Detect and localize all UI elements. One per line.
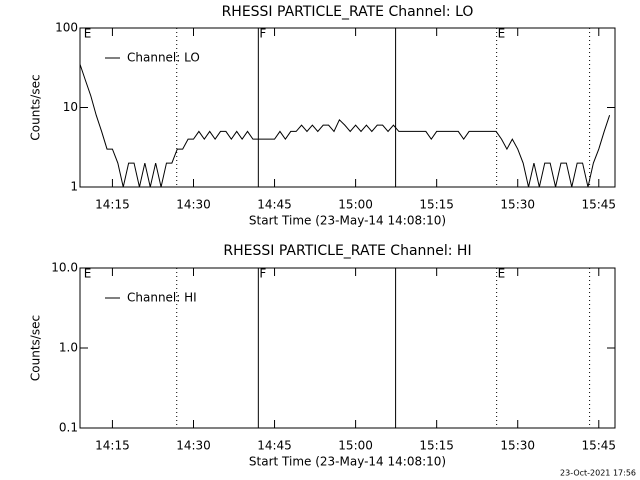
x-tick-label: 14:30 [176,198,211,212]
footer: 23-Oct-2021 17:56 [560,469,636,478]
y-tick-label: 1 [70,180,78,194]
x-tick-label: 15:30 [500,439,535,453]
y-tick-label: 1.0 [59,341,78,355]
x-tick-label: 15:15 [419,439,454,453]
marker-label: E [498,27,506,41]
y-axis-label: Counts/sec [29,315,43,381]
y-tick-label: 0.1 [59,421,78,435]
x-tick-label: 15:45 [581,439,616,453]
x-tick-label: 14:15 [95,439,130,453]
y-axis-label: Counts/sec [29,74,43,140]
chart-title: RHESSI PARTICLE_RATE Channel: LO [222,4,474,20]
x-tick-label: 15:45 [581,198,616,212]
chart-title: RHESSI PARTICLE_RATE Channel: HI [223,243,471,259]
marker-label: E [84,267,92,281]
x-axis-label: Start Time (23-May-14 14:08:10) [249,455,446,469]
marker-label: E [498,267,506,281]
x-tick-label: 15:00 [338,439,373,453]
legend-label: Channel: HI [127,291,197,305]
marker-label: F [259,27,266,41]
x-tick-label: 15:15 [419,198,454,212]
y-tick-label: 100 [55,21,78,35]
data-line [80,64,611,187]
x-tick-label: 14:45 [257,439,292,453]
x-tick-label: 14:15 [95,198,130,212]
y-tick-label: 10 [63,100,78,114]
x-tick-label: 15:00 [338,198,373,212]
x-tick-label: 14:45 [257,198,292,212]
x-tick-label: 15:30 [500,198,535,212]
x-tick-label: 14:30 [176,439,211,453]
y-tick-label: 10.0 [51,261,78,275]
legend-label: Channel: LO [127,51,200,65]
x-axis-label: Start Time (23-May-14 14:08:10) [249,214,446,228]
marker-label: E [84,27,92,41]
marker-label: F [259,267,266,281]
